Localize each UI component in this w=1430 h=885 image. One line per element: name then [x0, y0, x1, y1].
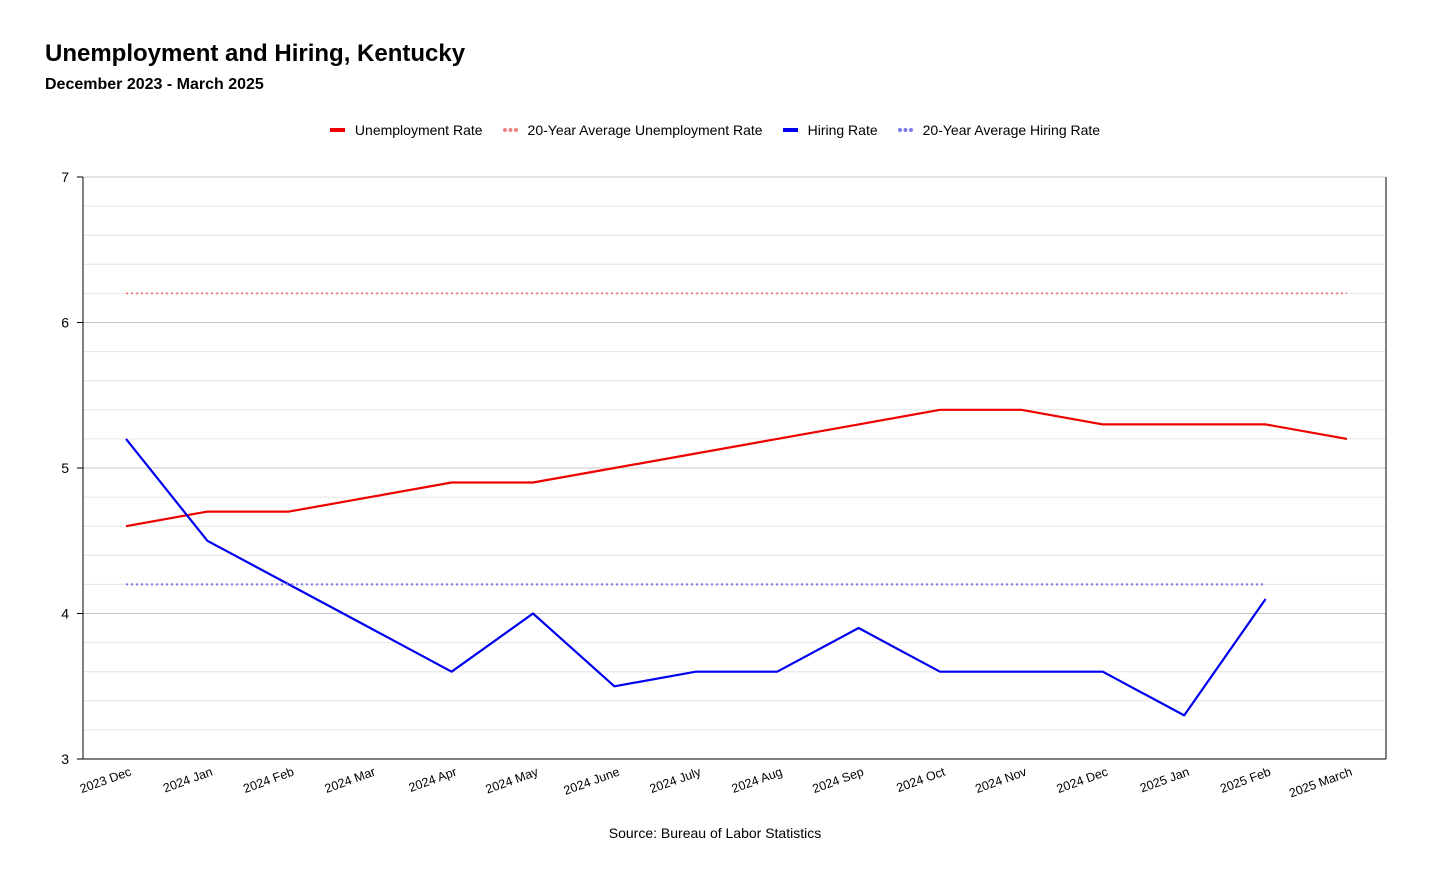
x-tick-label: 2025 Jan — [1138, 765, 1191, 796]
x-tick-label: 2024 Mar — [323, 765, 377, 796]
y-tick-label: 5 — [61, 460, 69, 476]
x-tick-label: 2024 Nov — [973, 764, 1029, 796]
x-tick-label: 2024 Feb — [241, 765, 295, 796]
y-tick-label: 6 — [61, 315, 69, 331]
y-tick-label: 3 — [61, 751, 69, 767]
x-tick-label: 2024 Oct — [895, 764, 948, 795]
x-tick-label: 2024 July — [648, 764, 704, 796]
legend-item-unemployment-rate[interactable]: Unemployment Rate — [329, 122, 483, 138]
x-tick-label: 2024 Sep — [811, 765, 866, 796]
legend-label-hiring-rate: Hiring Rate — [807, 122, 878, 138]
y-tick-label: 7 — [61, 169, 69, 185]
unemployment-rate-line — [125, 408, 1348, 528]
legend-item-hiring-rate[interactable]: Hiring Rate — [782, 122, 878, 138]
chart-subtitle: December 2023 - March 2025 — [45, 76, 264, 93]
x-tick-label: 2025 Feb — [1218, 765, 1272, 796]
x-tick-label: 2024 Dec — [1055, 765, 1110, 796]
chart-title: Unemployment and Hiring, Kentucky — [45, 40, 466, 67]
y-tick-label: 4 — [61, 606, 69, 622]
x-tick-label: 2023 Dec — [78, 765, 133, 796]
chart-source: Source: Bureau of Labor Statistics — [608, 825, 822, 841]
x-tick-label: 2024 June — [562, 765, 622, 798]
legend-item-avg-unemployment-rate[interactable]: 20-Year Average Unemployment Rate — [502, 122, 763, 138]
x-tick-label: 2024 Aug — [730, 765, 784, 796]
legend-item-avg-hiring-rate[interactable]: 20-Year Average Hiring Rate — [897, 122, 1101, 138]
hiring-rate-line — [125, 438, 1267, 717]
legend-label-avg-unemployment-rate: 20-Year Average Unemployment Rate — [527, 122, 763, 138]
legend-swatch-hiring-rate — [782, 128, 798, 132]
x-tick-label: 2024 Apr — [407, 765, 459, 795]
legend: Unemployment Rate 20-Year Average Unempl… — [0, 122, 1430, 138]
legend-swatch-avg-hiring-rate — [897, 128, 913, 132]
legend-label-unemployment-rate: Unemployment Rate — [354, 122, 483, 138]
legend-swatch-unemployment-rate — [329, 128, 345, 132]
legend-label-avg-hiring-rate: 20-Year Average Hiring Rate — [922, 122, 1101, 138]
legend-swatch-avg-unemployment-rate — [502, 128, 518, 132]
x-tick-label: 2025 March — [1287, 765, 1354, 801]
x-tick-label: 2024 Jan — [161, 765, 214, 796]
x-tick-label: 2024 May — [484, 764, 541, 796]
